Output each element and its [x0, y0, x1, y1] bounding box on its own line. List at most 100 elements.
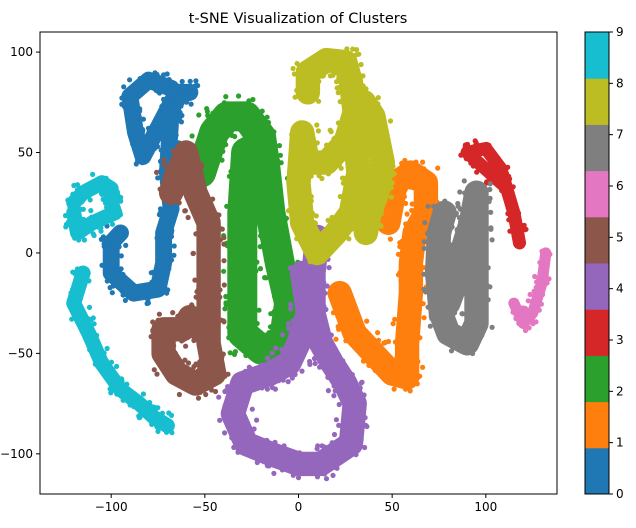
scatter-point — [292, 371, 298, 378]
scatter-point — [397, 244, 403, 250]
scatter-point — [226, 410, 232, 416]
scatter-point — [79, 199, 85, 205]
scatter-point — [231, 444, 237, 450]
scatter-point — [314, 446, 320, 452]
scatter-point — [232, 349, 238, 355]
scatter-point — [288, 332, 294, 338]
scatter-point — [157, 231, 163, 237]
scatter-point — [222, 402, 228, 408]
scatter-point — [246, 375, 252, 381]
scatter-point — [235, 449, 241, 455]
scatter-point — [384, 133, 390, 139]
scatter-point — [487, 284, 493, 290]
x-tick-label: −100 — [95, 500, 128, 514]
scatter-point — [380, 130, 386, 136]
scatter-point — [365, 117, 371, 123]
scatter-point — [239, 295, 245, 301]
scatter-point — [166, 410, 172, 416]
scatter-point — [322, 471, 328, 477]
scatter-point — [536, 286, 542, 292]
scatter-point — [165, 351, 171, 357]
scatter-point — [194, 309, 201, 315]
scatter-point — [345, 193, 352, 200]
scatter-point — [144, 300, 150, 307]
scatter-point — [312, 167, 318, 173]
scatter-point — [251, 194, 257, 200]
scatter-point — [402, 286, 408, 292]
scatter-point — [227, 115, 234, 121]
scatter-point — [102, 196, 108, 202]
scatter-point — [401, 381, 407, 388]
scatter-point — [168, 233, 175, 240]
scatter-point — [331, 431, 338, 438]
scatter-point — [305, 135, 311, 141]
scatter-point — [332, 388, 338, 394]
scatter-point — [178, 96, 184, 102]
scatter-point — [201, 201, 207, 207]
scatter-point — [215, 355, 222, 361]
scatter-point — [365, 148, 371, 154]
scatter-point — [434, 235, 440, 242]
colorbar-tick-label: 0 — [616, 487, 624, 501]
scatter-point — [360, 73, 366, 79]
scatter-point — [233, 416, 239, 422]
scatter-point — [219, 113, 225, 119]
scatter-point — [299, 204, 305, 210]
scatter-point — [362, 444, 368, 451]
scatter-point — [98, 191, 105, 197]
scatter-point — [305, 65, 311, 71]
scatter-point — [164, 205, 170, 212]
scatter-point — [542, 272, 548, 278]
scatter-point — [479, 309, 485, 315]
scatter-point — [125, 391, 131, 397]
scatter-point — [363, 200, 369, 206]
scatter-point — [156, 212, 162, 218]
scatter-point — [369, 350, 375, 356]
scatter-point — [292, 343, 298, 349]
scatter-point — [280, 332, 286, 338]
scatter-point — [364, 104, 370, 110]
scatter-point — [462, 190, 468, 196]
scatter-point — [69, 316, 75, 322]
scatter-point — [163, 358, 170, 364]
scatter-point — [158, 127, 164, 133]
scatter-point — [316, 72, 322, 78]
scatter-point — [178, 167, 184, 173]
scatter-point — [224, 294, 231, 300]
scatter-point — [265, 164, 271, 170]
scatter-point — [340, 115, 346, 121]
scatter-point — [275, 314, 281, 320]
scatter-point — [270, 171, 276, 177]
scatter-point — [512, 230, 519, 236]
scatter-point — [207, 296, 213, 302]
scatter-point — [195, 385, 202, 391]
scatter-point — [425, 304, 431, 310]
scatter-point — [72, 309, 78, 315]
scatter-point — [290, 318, 296, 324]
scatter-point — [262, 275, 268, 281]
scatter-point — [430, 191, 436, 198]
scatter-point — [67, 303, 73, 309]
scatter-point — [470, 206, 476, 213]
scatter-point — [380, 366, 386, 372]
scatter-point — [168, 84, 174, 90]
scatter-point — [336, 401, 342, 408]
cluster-9-part — [62, 171, 124, 243]
scatter-point — [370, 195, 376, 201]
scatter-point — [546, 276, 552, 282]
scatter-point — [121, 84, 127, 90]
scatter-point — [91, 321, 97, 327]
scatter-point — [266, 363, 272, 369]
scatter-point — [245, 448, 251, 454]
scatter-point — [357, 333, 363, 339]
scatter-point — [142, 87, 148, 93]
scatter-point — [360, 404, 366, 410]
scatter-point — [291, 189, 298, 195]
scatter-point — [435, 165, 441, 171]
scatter-point — [420, 364, 426, 370]
scatter-point — [107, 386, 113, 392]
scatter-point — [461, 258, 467, 264]
scatter-point — [432, 273, 438, 279]
scatter-point — [454, 341, 460, 347]
scatter-point — [162, 114, 168, 120]
